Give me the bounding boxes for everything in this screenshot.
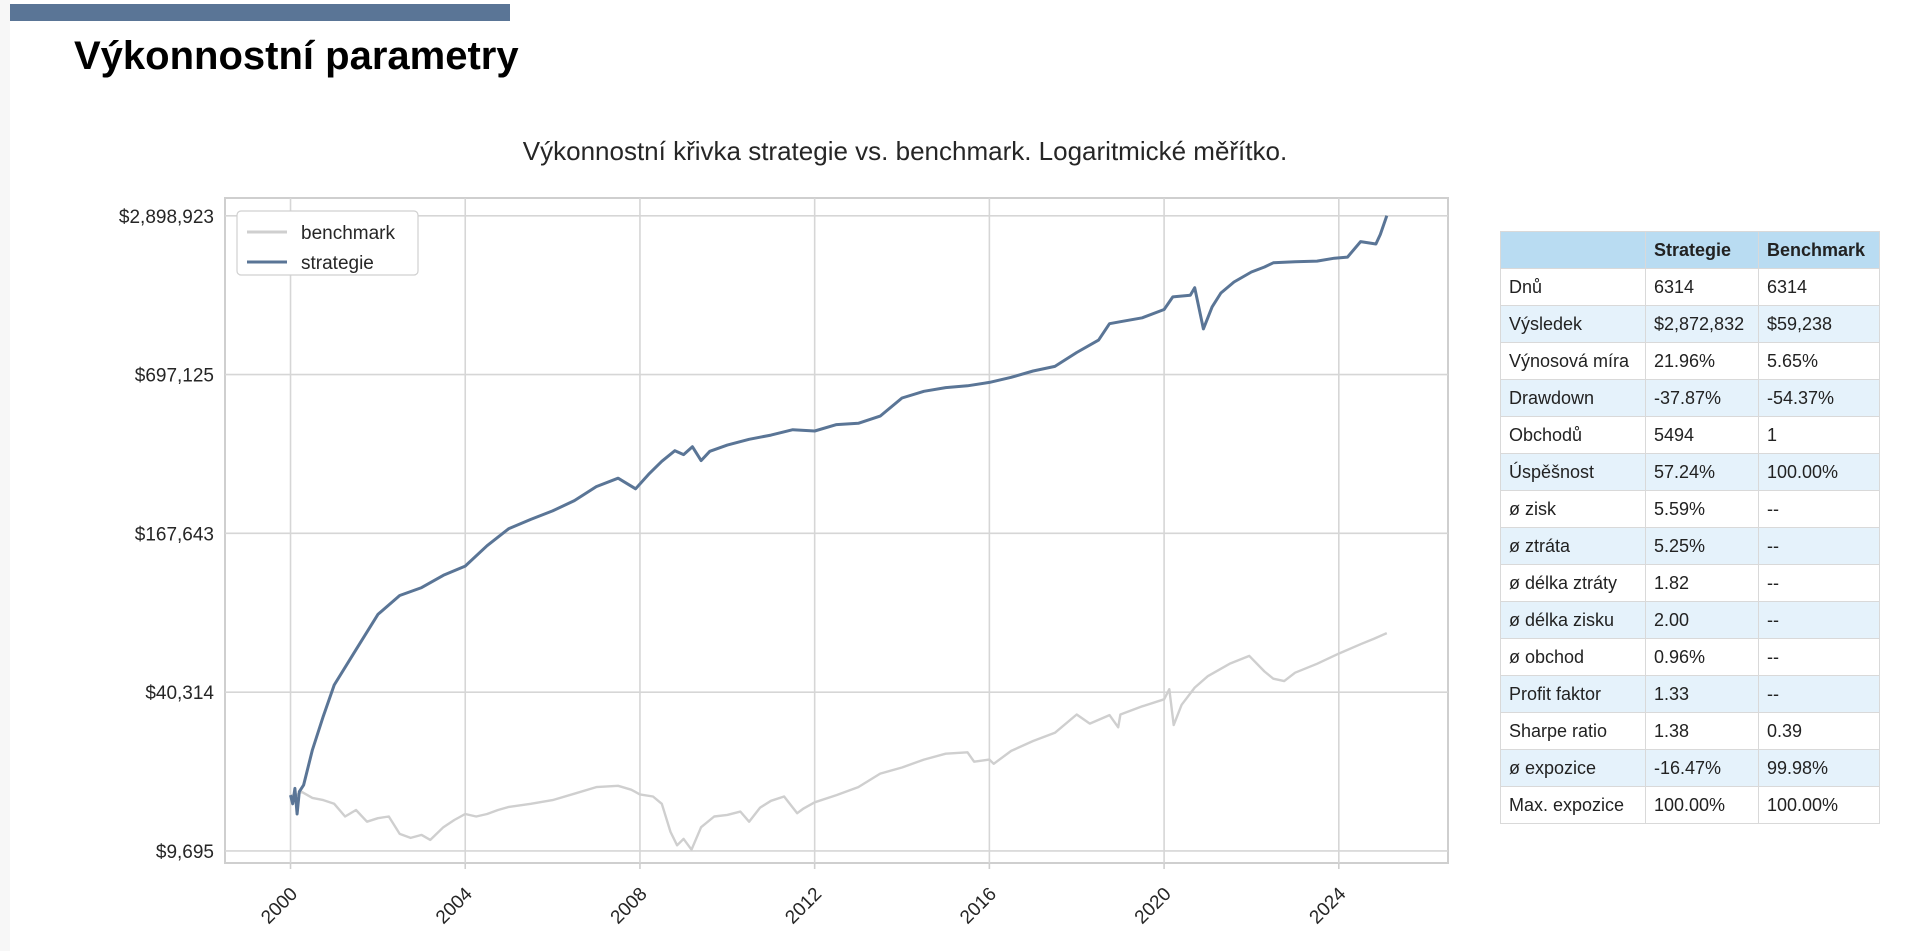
stats-row: Výsledek $2,872,832 $59,238 — [1500, 305, 1880, 343]
stats-label: ø zisk — [1500, 490, 1646, 528]
stats-label: Výnosová míra — [1500, 342, 1646, 380]
stats-row: ø ztráta 5.25% -- — [1500, 527, 1880, 565]
x-tick-label: 2012 — [781, 884, 826, 929]
stats-benchmark-value: 1 — [1758, 416, 1880, 454]
stats-benchmark-value: -- — [1758, 638, 1880, 676]
stats-strategie-value: 5.59% — [1645, 490, 1759, 528]
legend-label-benchmark: benchmark — [301, 223, 395, 244]
stats-row: Drawdown -37.87% -54.37% — [1500, 379, 1880, 417]
stats-benchmark-value: -54.37% — [1758, 379, 1880, 417]
header-accent-bar — [10, 4, 510, 21]
series-line-benchmark — [290, 632, 1388, 851]
stats-benchmark-value: 5.65% — [1758, 342, 1880, 380]
stats-benchmark-value: 99.98% — [1758, 749, 1880, 787]
y-tick-label: $2,898,923 — [119, 207, 214, 228]
stats-strategie-value: 6314 — [1645, 268, 1759, 306]
page: Výkonnostní parametry Výkonnostní křivka… — [10, 0, 1920, 951]
stats-header-strategie: Strategie — [1645, 231, 1759, 269]
stats-label: ø expozice — [1500, 749, 1646, 787]
stats-label: ø ztráta — [1500, 527, 1646, 565]
chart-title: Výkonnostní křivka strategie vs. benchma… — [522, 136, 1288, 166]
stats-benchmark-value: -- — [1758, 675, 1880, 713]
stats-row: Výnosová míra 21.96% 5.65% — [1500, 342, 1880, 380]
stats-benchmark-value: 100.00% — [1758, 786, 1880, 824]
stats-strategie-value: -16.47% — [1645, 749, 1759, 787]
stats-row: Max. expozice 100.00% 100.00% — [1500, 786, 1880, 824]
y-tick-label: $40,314 — [145, 683, 214, 704]
stats-benchmark-value: 0.39 — [1758, 712, 1880, 750]
stats-strategie-value: 2.00 — [1645, 601, 1759, 639]
stats-label: Výsledek — [1500, 305, 1646, 343]
stats-strategie-value: 0.96% — [1645, 638, 1759, 676]
stats-benchmark-value: 100.00% — [1758, 453, 1880, 491]
stats-row: Dnů 6314 6314 — [1500, 268, 1880, 306]
stats-row: Obchodů 5494 1 — [1500, 416, 1880, 454]
y-tick-label: $697,125 — [135, 366, 214, 387]
stats-header-benchmark: Benchmark — [1758, 231, 1880, 269]
stats-label: Max. expozice — [1500, 786, 1646, 824]
legend-label-strategie: strategie — [301, 253, 374, 274]
stats-label: ø obchod — [1500, 638, 1646, 676]
stats-benchmark-value: -- — [1758, 601, 1880, 639]
stats-strategie-value: 1.33 — [1645, 675, 1759, 713]
stats-row: Profit faktor 1.33 -- — [1500, 675, 1880, 713]
legend-box — [236, 210, 419, 276]
stats-label: Obchodů — [1500, 416, 1646, 454]
stats-table: Strategie Benchmark Dnů 6314 6314 Výsledek… — [1500, 231, 1880, 824]
x-tick-label: 2024 — [1306, 883, 1351, 928]
stats-benchmark-value: -- — [1758, 527, 1880, 565]
stats-label: Drawdown — [1500, 379, 1646, 417]
stats-row: ø zisk 5.59% -- — [1500, 490, 1880, 528]
stats-label: Dnů — [1500, 268, 1646, 306]
x-tick-label: 2016 — [956, 884, 1001, 929]
x-tick-label: 2008 — [607, 884, 652, 929]
stats-header-row: Strategie Benchmark — [1500, 231, 1880, 269]
plot-area — [224, 197, 1449, 864]
stats-row: Úspěšnost 57.24% 100.00% — [1500, 453, 1880, 491]
y-tick-label: $9,695 — [156, 842, 214, 863]
stats-row: Sharpe ratio 1.38 0.39 — [1500, 712, 1880, 750]
x-tick-label: 2004 — [432, 883, 477, 928]
stats-label: Sharpe ratio — [1500, 712, 1646, 750]
stats-benchmark-value: 6314 — [1758, 268, 1880, 306]
x-tick-label: 2020 — [1131, 884, 1176, 929]
stats-strategie-value: 1.38 — [1645, 712, 1759, 750]
stats-strategie-value: 5.25% — [1645, 527, 1759, 565]
stats-label: Úspěšnost — [1500, 453, 1646, 491]
stats-benchmark-value: -- — [1758, 564, 1880, 602]
series-line-strategie — [289, 215, 1389, 816]
stats-strategie-value: 21.96% — [1645, 342, 1759, 380]
stats-row: ø délka ztráty 1.82 -- — [1500, 564, 1880, 602]
stats-row: ø délka zisku 2.00 -- — [1500, 601, 1880, 639]
stats-header-corner — [1500, 231, 1646, 269]
stats-strategie-value: 5494 — [1645, 416, 1759, 454]
stats-strategie-value: $2,872,832 — [1645, 305, 1759, 343]
x-tick-label: 2000 — [257, 884, 302, 929]
stats-strategie-value: 57.24% — [1645, 453, 1759, 491]
y-tick-label: $167,643 — [135, 524, 214, 545]
stats-strategie-value: -37.87% — [1645, 379, 1759, 417]
stats-row: ø expozice -16.47% 99.98% — [1500, 749, 1880, 787]
stats-row: ø obchod 0.96% -- — [1500, 638, 1880, 676]
stats-benchmark-value: $59,238 — [1758, 305, 1880, 343]
stats-benchmark-value: -- — [1758, 490, 1880, 528]
performance-chart: 2000 2004 2008 2012 2016 2020 2024 $9,695 $40,31… — [119, 197, 1449, 929]
stats-strategie-value: 100.00% — [1645, 786, 1759, 824]
stats-strategie-value: 1.82 — [1645, 564, 1759, 602]
stats-label: Profit faktor — [1500, 675, 1646, 713]
stats-label: ø délka zisku — [1500, 601, 1646, 639]
stats-label: ø délka ztráty — [1500, 564, 1646, 602]
page-title: Výkonnostní parametry — [74, 34, 519, 78]
